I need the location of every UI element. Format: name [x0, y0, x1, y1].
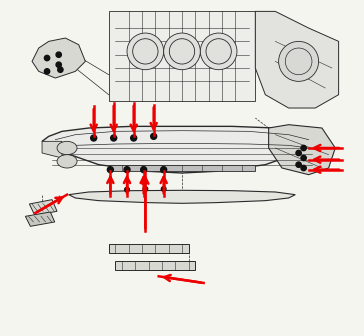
Polygon shape [69, 190, 295, 203]
Polygon shape [42, 141, 62, 158]
Ellipse shape [57, 141, 77, 155]
Polygon shape [109, 165, 255, 171]
Circle shape [91, 135, 97, 141]
Ellipse shape [57, 155, 77, 168]
Circle shape [301, 155, 306, 161]
Circle shape [161, 167, 167, 173]
Circle shape [151, 133, 157, 139]
Circle shape [161, 187, 166, 191]
Circle shape [296, 150, 301, 156]
Circle shape [278, 41, 318, 81]
Circle shape [44, 55, 50, 61]
Circle shape [125, 187, 129, 192]
Polygon shape [25, 212, 55, 226]
Circle shape [127, 33, 164, 70]
Circle shape [111, 135, 117, 141]
Circle shape [131, 135, 136, 141]
Polygon shape [32, 38, 86, 78]
Circle shape [301, 165, 306, 171]
Circle shape [169, 39, 195, 64]
Circle shape [124, 167, 130, 173]
Circle shape [141, 167, 147, 173]
Circle shape [56, 52, 62, 57]
Circle shape [206, 39, 231, 64]
Circle shape [56, 62, 62, 67]
Circle shape [200, 33, 237, 70]
Circle shape [44, 69, 50, 74]
Polygon shape [269, 125, 335, 175]
Polygon shape [42, 126, 315, 173]
Polygon shape [255, 11, 339, 108]
Circle shape [164, 33, 200, 70]
Circle shape [296, 162, 301, 167]
Polygon shape [115, 261, 195, 269]
Polygon shape [109, 11, 255, 101]
Circle shape [301, 145, 306, 151]
Circle shape [133, 39, 158, 64]
Circle shape [107, 167, 113, 173]
Polygon shape [109, 244, 189, 253]
Circle shape [143, 187, 148, 191]
Circle shape [58, 67, 63, 72]
Polygon shape [29, 200, 57, 215]
